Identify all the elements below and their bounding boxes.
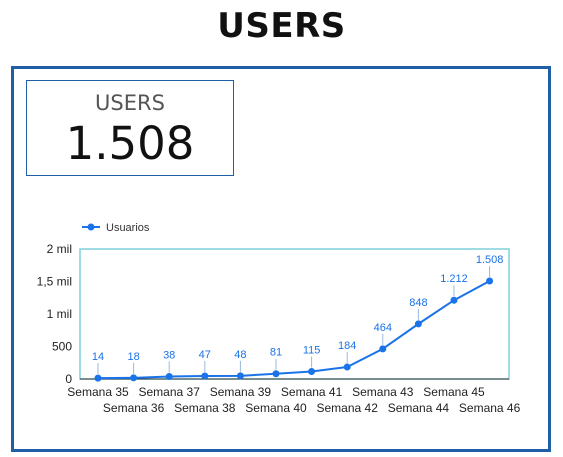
data-point (130, 374, 138, 382)
data-label: 1.508 (476, 254, 504, 266)
data-label: 18 (127, 351, 139, 363)
users-scorecard[interactable]: USERS 1.508 (26, 80, 234, 176)
data-label: 115 (303, 345, 321, 357)
x-tick-label: Semana 40 (245, 401, 307, 415)
data-point (308, 368, 316, 376)
data-point (165, 373, 173, 381)
y-tick-label: 0 (65, 372, 72, 386)
legend-label: Usuarios (106, 222, 150, 234)
data-point (379, 345, 387, 353)
data-label: 1.212 (440, 273, 468, 285)
data-label: 14 (92, 351, 104, 363)
y-tick-label: 2 mil (47, 242, 72, 256)
x-tick-label: Semana 37 (139, 385, 201, 399)
page-title: USERS (217, 6, 346, 46)
data-label: 81 (270, 347, 282, 359)
data-point (486, 277, 494, 285)
series-line-usuarios (97, 280, 491, 380)
x-tick-label: Semana 35 (67, 385, 129, 399)
data-label: 47 (199, 349, 211, 361)
x-tick-label: Semana 42 (317, 401, 379, 415)
data-label: 184 (338, 340, 356, 352)
data-label: 848 (409, 297, 427, 309)
data-point (94, 374, 102, 382)
y-tick-label: 1,5 mil (37, 275, 72, 289)
data-label: 48 (234, 349, 246, 361)
data-point (450, 296, 458, 304)
data-point (343, 363, 351, 371)
data-point (414, 320, 422, 328)
scorecard-value: 1.508 (65, 117, 195, 170)
scorecard-label: USERS (95, 91, 165, 115)
x-tick-label: Semana 41 (281, 385, 343, 399)
y-tick-label: 500 (52, 340, 72, 354)
report-frame: USERS 1.508 (11, 66, 551, 452)
legend-marker (87, 223, 95, 231)
x-tick-label: Semana 43 (352, 385, 414, 399)
x-tick-label: Semana 39 (210, 385, 272, 399)
x-tick-label: Semana 38 (174, 401, 236, 415)
data-point (272, 370, 280, 378)
x-tick-label: Semana 46 (459, 401, 521, 415)
x-tick-label: Semana 44 (388, 401, 450, 415)
x-tick-label: Semana 45 (423, 385, 485, 399)
data-label: 38 (163, 350, 175, 362)
plot-area (79, 248, 510, 380)
data-label: 464 (374, 322, 392, 334)
y-tick-label: 1 mil (47, 307, 72, 321)
data-point (201, 372, 209, 380)
data-point (236, 372, 244, 380)
x-tick-label: Semana 36 (103, 401, 165, 415)
